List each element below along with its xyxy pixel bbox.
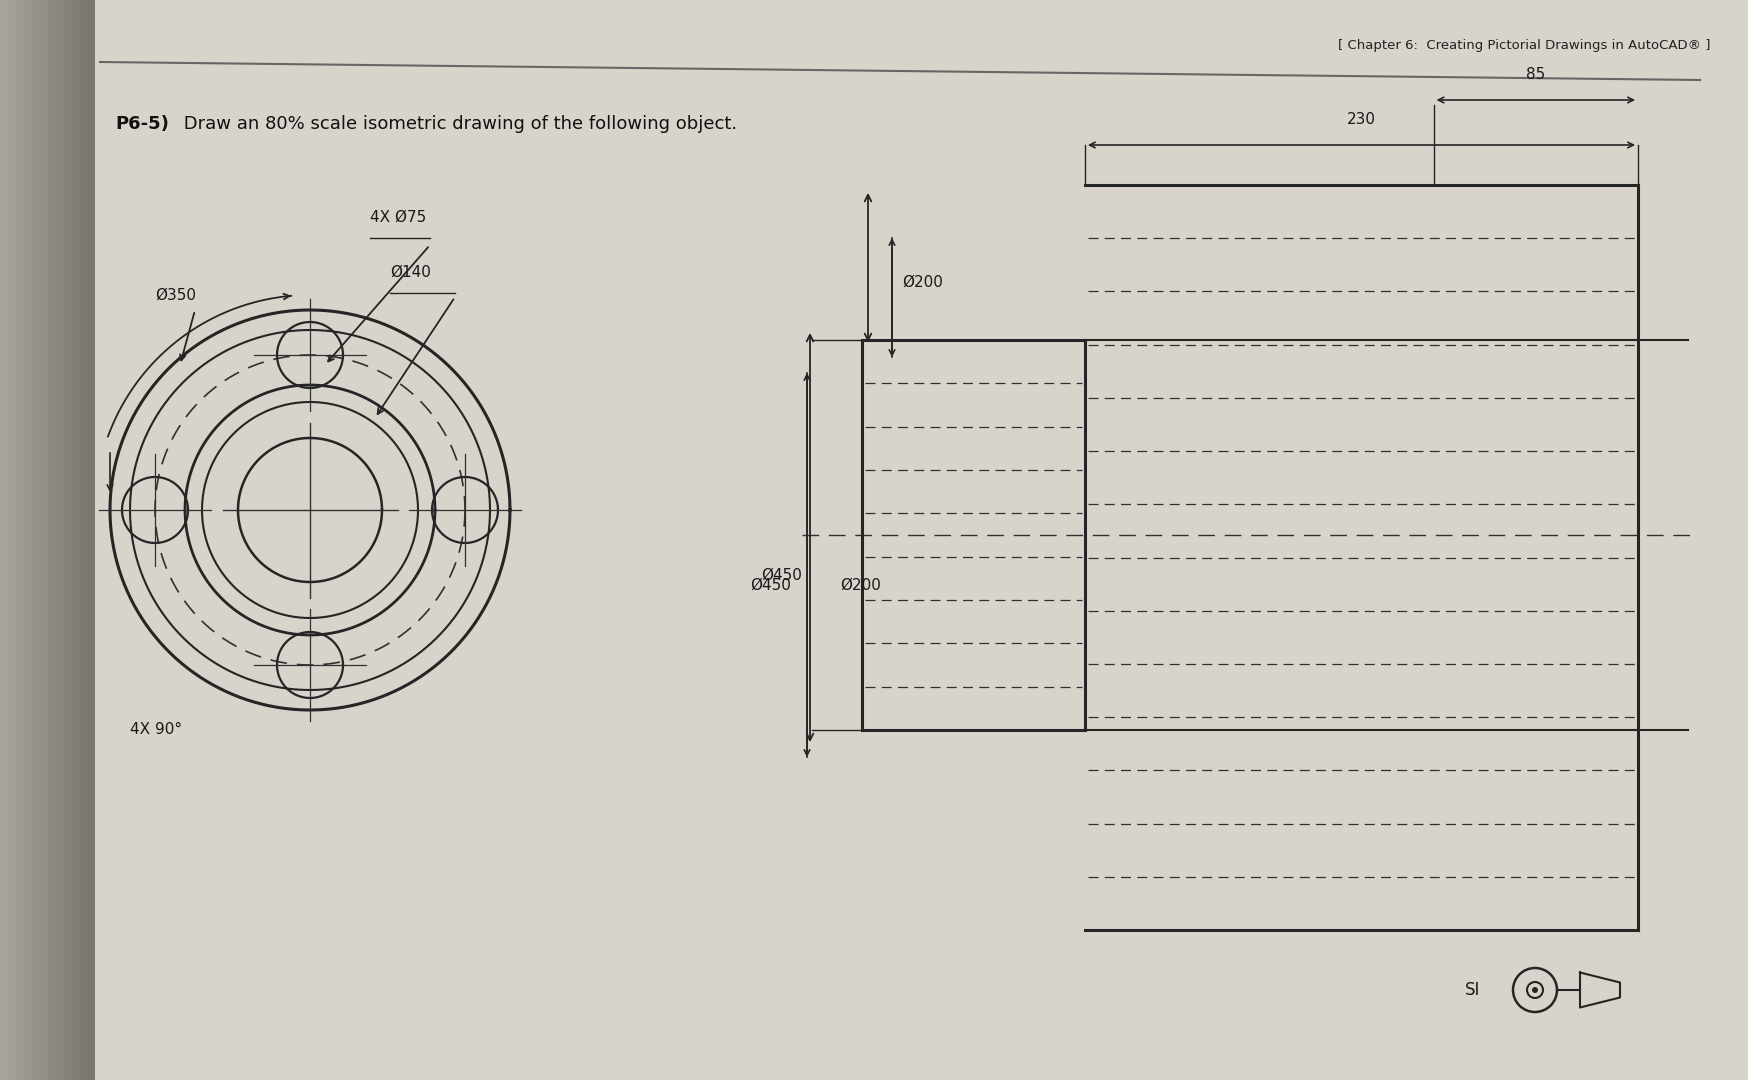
- Text: Ø450: Ø450: [750, 578, 790, 593]
- Text: [ Chapter 6:  Creating Pictorial Drawings in AutoCAD® ]: [ Chapter 6: Creating Pictorial Drawings…: [1337, 39, 1710, 52]
- Bar: [9, 0, 16, 1080]
- Bar: [24, 0, 31, 1080]
- Text: Ø350: Ø350: [156, 287, 196, 302]
- Text: 4X Ø75: 4X Ø75: [371, 210, 427, 225]
- Bar: [65, 0, 72, 1080]
- Bar: [0, 0, 9, 1080]
- Bar: [16, 0, 24, 1080]
- Text: SI: SI: [1465, 981, 1481, 999]
- Text: P6-5): P6-5): [115, 114, 170, 133]
- Bar: [72, 0, 80, 1080]
- Text: Ø200: Ø200: [902, 275, 942, 291]
- Bar: [87, 0, 96, 1080]
- Bar: [80, 0, 87, 1080]
- Bar: [56, 0, 65, 1080]
- Text: 85: 85: [1526, 67, 1545, 82]
- Bar: [31, 0, 40, 1080]
- Text: Ø140: Ø140: [390, 265, 430, 280]
- Bar: [47, 0, 56, 1080]
- Bar: [40, 0, 47, 1080]
- Text: 230: 230: [1348, 112, 1376, 127]
- Text: Ø200: Ø200: [841, 578, 881, 593]
- Circle shape: [1531, 987, 1538, 993]
- Text: Ø450: Ø450: [760, 567, 802, 582]
- Text: 4X 90°: 4X 90°: [129, 723, 182, 738]
- Text: Draw an 80% scale isometric drawing of the following object.: Draw an 80% scale isometric drawing of t…: [178, 114, 738, 133]
